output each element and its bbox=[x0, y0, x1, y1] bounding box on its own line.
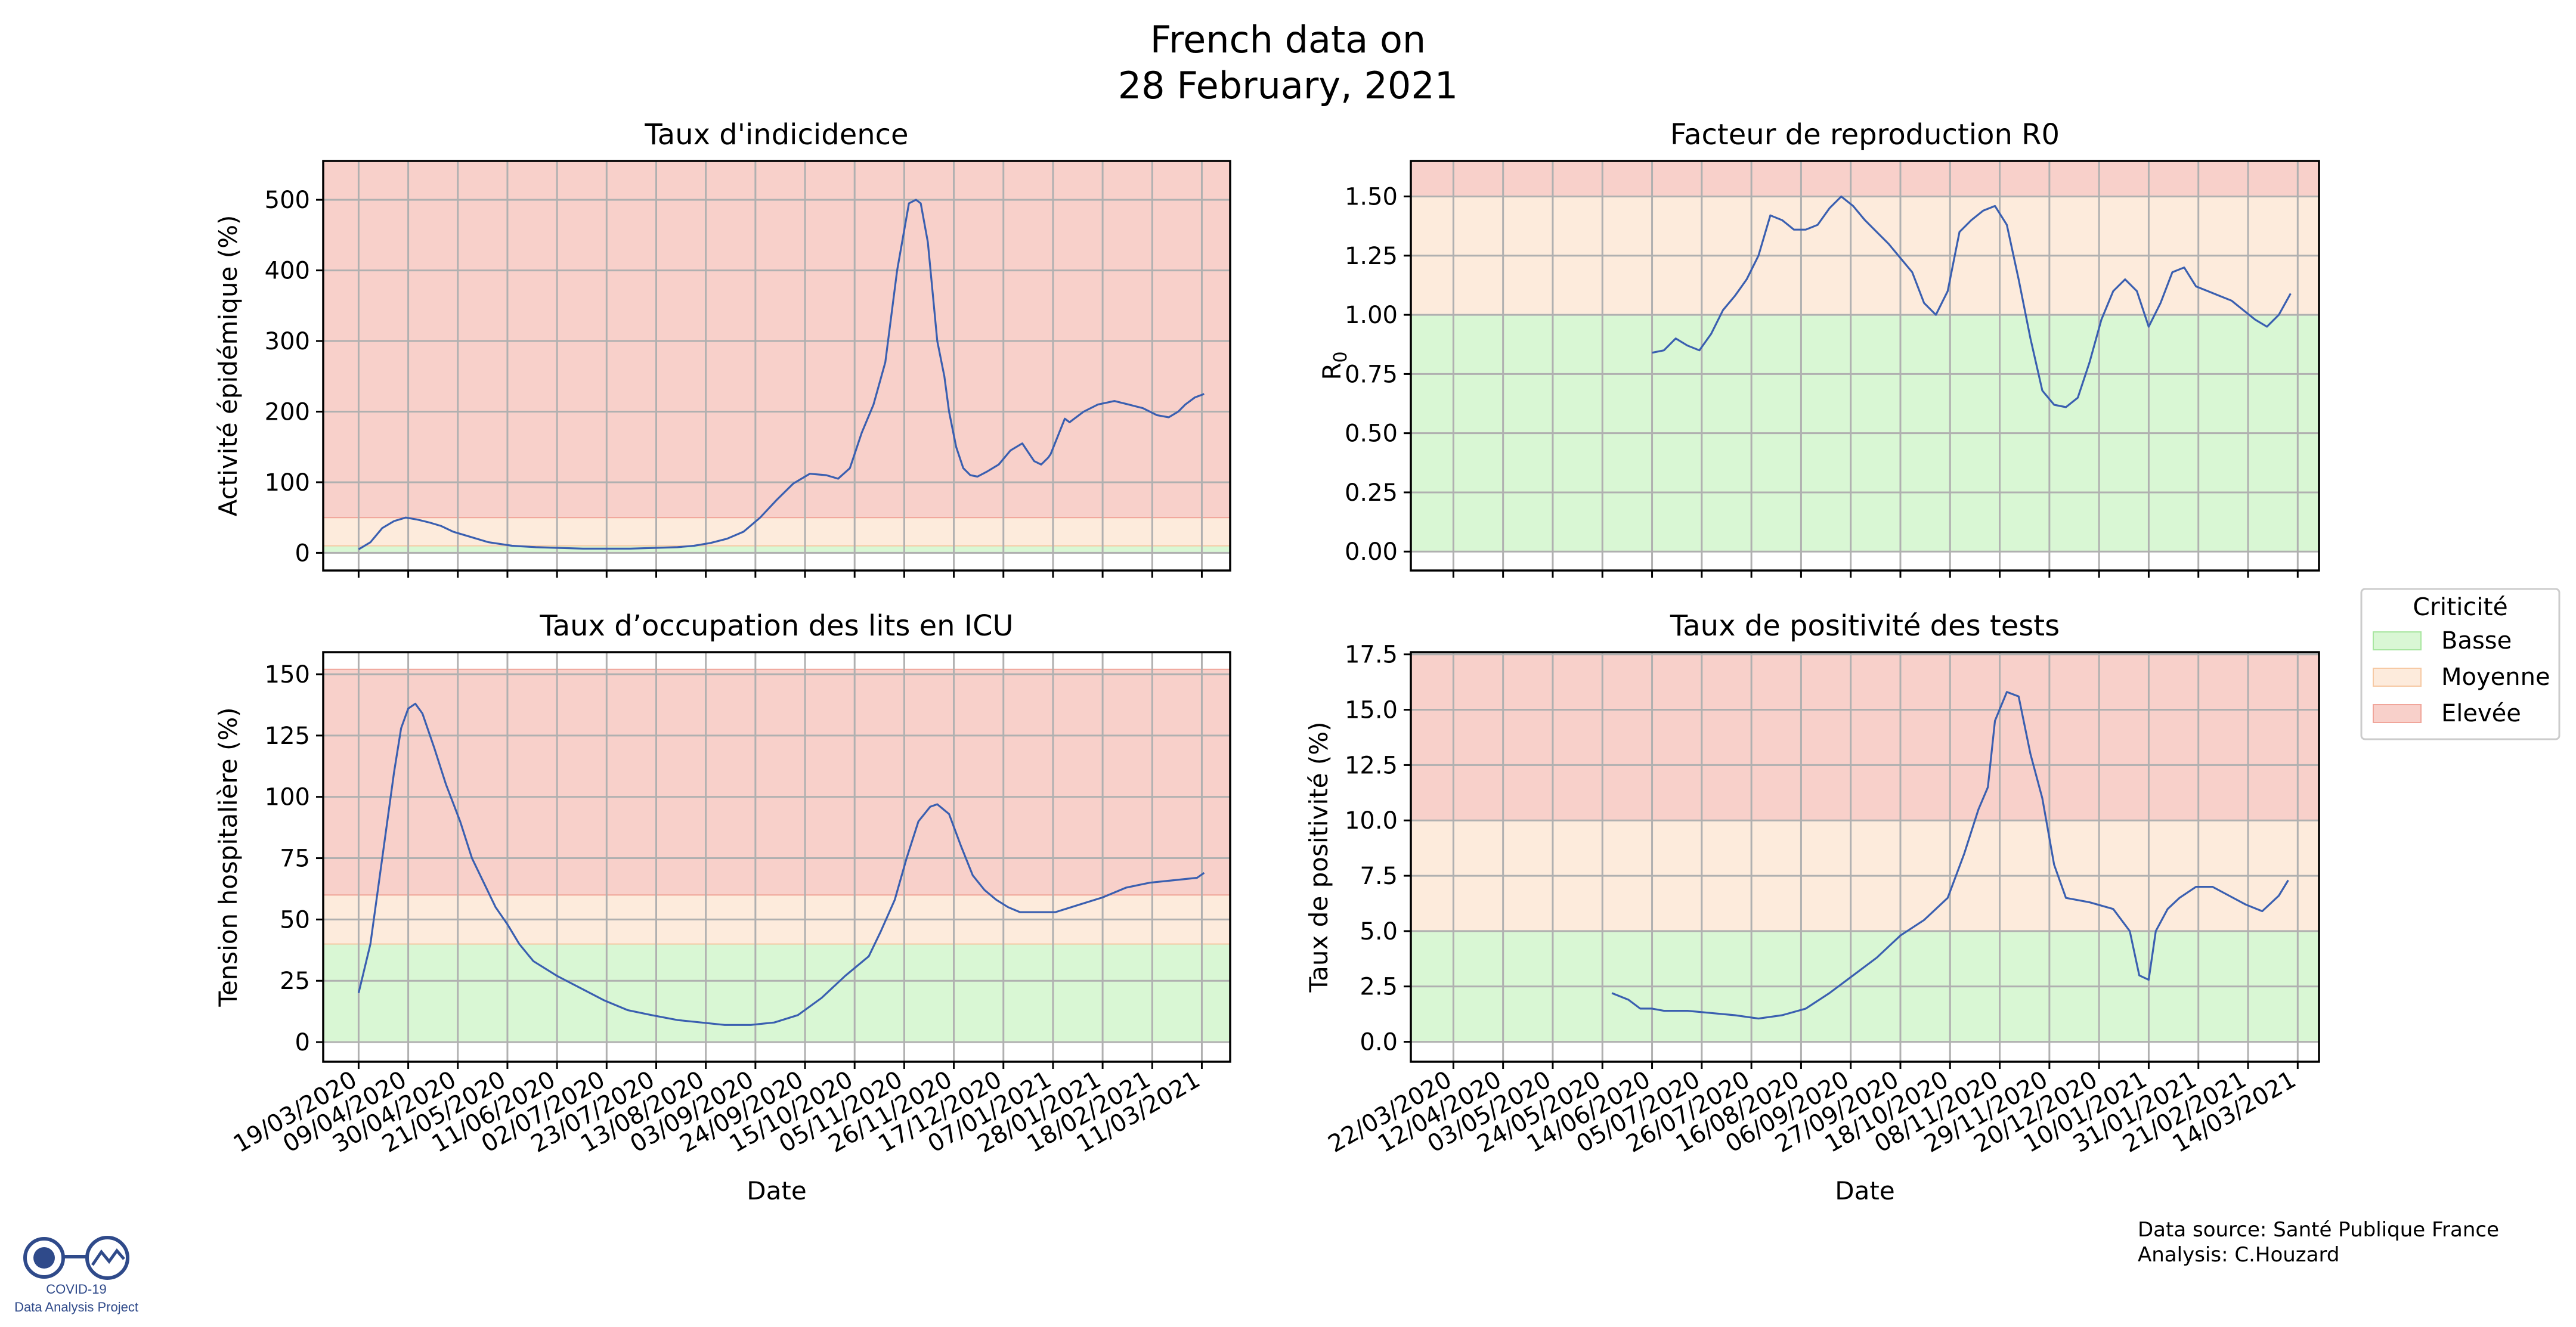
legend-swatch-basse bbox=[2373, 631, 2422, 650]
y-tick-label: 17.5 bbox=[1345, 641, 1398, 669]
y-tick-label: 0 bbox=[295, 1029, 310, 1056]
y-tick-label: 0 bbox=[295, 540, 310, 567]
source-line1: Data source: Santé Publique France bbox=[2138, 1218, 2500, 1242]
y-tick-label: 0.25 bbox=[1345, 479, 1398, 507]
y-tick-label: 100 bbox=[265, 784, 310, 811]
y-tick-label: 1.50 bbox=[1345, 184, 1398, 211]
series-line bbox=[358, 199, 1205, 550]
band-elevée bbox=[1410, 160, 2320, 197]
chart-title: Taux de positivité des tests bbox=[1670, 609, 2060, 643]
y-tick-label: 400 bbox=[265, 258, 310, 285]
chart-incidence: 0 100 200 300 400 500 Taux d'indicidence Activi… bbox=[213, 118, 1231, 578]
chart-title: Taux d’occupation des lits en ICU bbox=[539, 609, 1013, 643]
axes-frame bbox=[1410, 651, 2320, 1063]
y-axis-label: Activité épidémique (%) bbox=[213, 215, 243, 517]
legend-swatch-elevée bbox=[2373, 704, 2422, 723]
x-axis-label: Date bbox=[747, 1176, 806, 1205]
y-tick-label: 5.0 bbox=[1360, 918, 1398, 945]
y-tick-label: 25 bbox=[280, 968, 310, 995]
axes-frame bbox=[322, 651, 1231, 1063]
series-line bbox=[1611, 691, 2289, 1020]
legend-title: Criticité bbox=[2413, 593, 2508, 621]
y-axis-label: R0 bbox=[1317, 351, 1351, 380]
chart-r0: 0.00 0.25 0.50 0.75 1.00 1.25 1.50 Facteur de r… bbox=[1317, 118, 2320, 578]
legend-label-basse: Basse bbox=[2441, 627, 2512, 655]
logo: COVID-19 Data Analysis Project bbox=[14, 1236, 138, 1314]
y-tick-label: 150 bbox=[265, 661, 310, 689]
logo-glasses-icon bbox=[85, 1236, 129, 1280]
y-axis-label: Tension hospitalière (%) bbox=[213, 707, 243, 1007]
y-tick-label: 0.50 bbox=[1345, 420, 1398, 448]
source-line2: Analysis: C.Houzard bbox=[2138, 1243, 2340, 1267]
y-tick-label: 15.0 bbox=[1345, 697, 1398, 724]
figure-title-line1: French data on bbox=[1150, 18, 1426, 61]
figure-title-line2: 28 February, 2021 bbox=[1118, 64, 1459, 107]
chart-title: Taux d'indicidence bbox=[644, 118, 908, 151]
y-tick-label: 1.25 bbox=[1345, 243, 1398, 270]
y-tick-label: 300 bbox=[265, 328, 310, 355]
y-tick-label: 50 bbox=[280, 906, 310, 934]
y-tick-label: 125 bbox=[265, 723, 310, 750]
y-tick-label: 200 bbox=[265, 398, 310, 426]
band-moyenne bbox=[323, 517, 1231, 547]
y-tick-label: 75 bbox=[280, 845, 310, 873]
y-tick-label: 0.0 bbox=[1360, 1029, 1398, 1056]
y-tick-label: 10.0 bbox=[1345, 807, 1398, 835]
legend-frame bbox=[2360, 588, 2560, 740]
axes-frame bbox=[322, 160, 1231, 572]
logo-line1: COVID-19 bbox=[46, 1282, 106, 1297]
legend-label-elevée: Elevée bbox=[2441, 700, 2521, 727]
series-line bbox=[357, 702, 1205, 1026]
chart-title: Facteur de reproduction R0 bbox=[1670, 118, 2060, 151]
data-source-note: Data source: Santé Publique France Analy… bbox=[2138, 1217, 2499, 1267]
chart-icu: 025507510012515019/03/202009/04/202030/0… bbox=[213, 609, 1231, 1205]
legend-swatch-moyenne bbox=[2373, 668, 2422, 687]
band-elevée bbox=[323, 160, 1231, 519]
legend-label-moyenne: Moyenne bbox=[2441, 664, 2550, 691]
series-line bbox=[1652, 196, 2292, 408]
y-tick-label: 100 bbox=[265, 469, 310, 497]
logo-line2: Data Analysis Project bbox=[14, 1300, 138, 1314]
chart-positivity: 0.02.55.07.510.012.515.017.522/03/202012… bbox=[1304, 609, 2320, 1205]
band-elevée bbox=[323, 668, 1231, 896]
y-tick-label: 500 bbox=[265, 187, 310, 214]
logo-trend-icon bbox=[91, 1248, 125, 1266]
y-tick-label: 0.00 bbox=[1345, 538, 1398, 566]
axes-frame bbox=[1410, 160, 2320, 572]
y-axis-label: Taux de positivité (%) bbox=[1304, 721, 1333, 993]
band-basse bbox=[323, 545, 1231, 554]
x-axis-label: Date bbox=[1835, 1176, 1894, 1205]
band-basse bbox=[323, 943, 1231, 1043]
y-tick-label: 7.5 bbox=[1360, 863, 1398, 890]
legend: Criticité Basse Moyenne Elevée bbox=[2360, 588, 2560, 740]
y-tick-label: 2.5 bbox=[1360, 973, 1398, 1001]
logo-virus-core-icon bbox=[33, 1247, 55, 1269]
y-tick-label: 1.00 bbox=[1345, 302, 1398, 329]
y-tick-label: 12.5 bbox=[1345, 752, 1398, 779]
band-elevée bbox=[1410, 653, 2320, 821]
y-tick-label: 0.75 bbox=[1345, 361, 1398, 388]
